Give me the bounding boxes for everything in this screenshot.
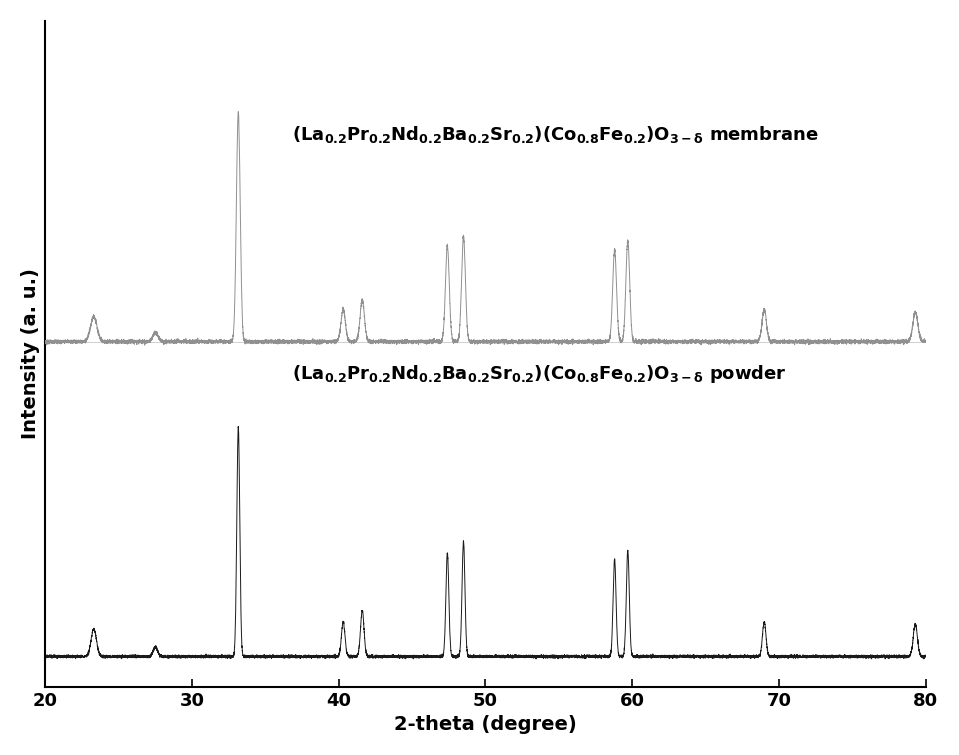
X-axis label: 2-theta (degree): 2-theta (degree): [394, 715, 577, 734]
Y-axis label: Intensity (a. u.): Intensity (a. u.): [21, 268, 40, 439]
Text: $\mathbf{(La_{0.2}Pr_{0.2}Nd_{0.2}Ba_{0.2}Sr_{0.2})(Co_{0.8}Fe_{0.2})O_{3-\delta: $\mathbf{(La_{0.2}Pr_{0.2}Nd_{0.2}Ba_{0.…: [292, 124, 819, 144]
Text: $\mathbf{(La_{0.2}Pr_{0.2}Nd_{0.2}Ba_{0.2}Sr_{0.2})(Co_{0.8}Fe_{0.2})O_{3-\delta: $\mathbf{(La_{0.2}Pr_{0.2}Nd_{0.2}Ba_{0.…: [292, 362, 786, 385]
